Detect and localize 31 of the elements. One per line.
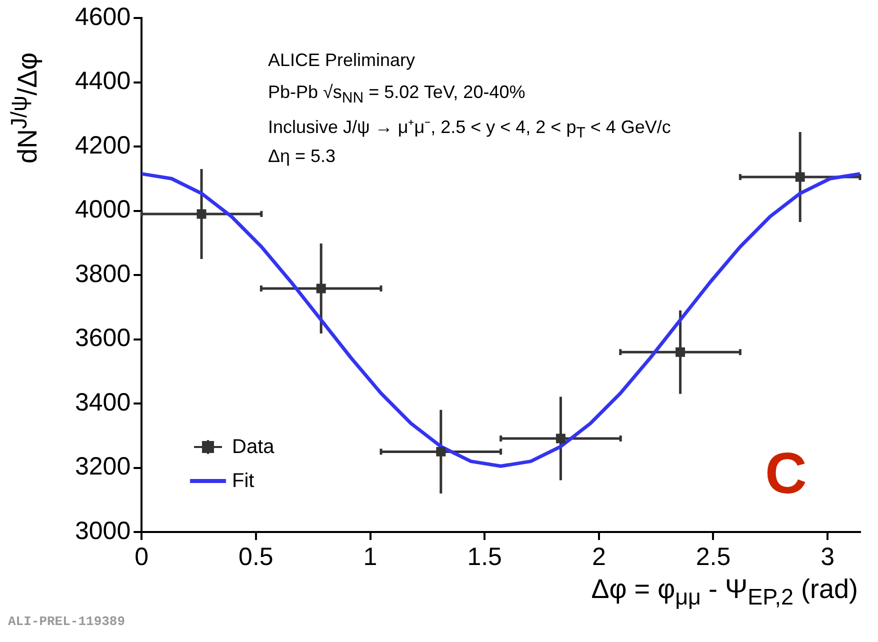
annotation: Inclusive J/ψ → μ⁺μ⁻, 2.5 < y < 4, 2 < p$_{T}$ < 4 GeV/c bbox=[268, 116, 671, 142]
x-tick-label: 0.5 bbox=[238, 542, 274, 571]
x-tick-label: 1.5 bbox=[467, 542, 502, 571]
point bbox=[556, 434, 566, 444]
x-axis-title: Δφ = φ$_{μμ}$ - Ψ$_{EP,2}$ (rad) bbox=[591, 574, 858, 610]
annotation: Δη = 5.3 bbox=[268, 146, 336, 167]
point bbox=[196, 209, 206, 219]
x-tick-label: 3 bbox=[820, 542, 834, 571]
y-tick-label: 3200 bbox=[74, 452, 131, 481]
legend-label: Fit bbox=[232, 469, 254, 494]
annotation: Pb-Pb √s$_{NN}$ = 5.02 TeV, 20-40% bbox=[268, 82, 526, 107]
y-tick-label: 4400 bbox=[74, 67, 131, 96]
y-tick-label: 4600 bbox=[74, 2, 131, 31]
point bbox=[436, 446, 446, 456]
x-tick-label: 2 bbox=[592, 542, 606, 571]
x-tick-label: 0 bbox=[134, 542, 149, 571]
text: ALI-PREL-119389 bbox=[8, 614, 126, 629]
y-tick-label: 4200 bbox=[74, 131, 131, 160]
y-tick-label: 4000 bbox=[74, 196, 131, 224]
point bbox=[316, 284, 326, 294]
y-tick-label: 3000 bbox=[74, 516, 131, 545]
annotation: ALICE Preliminary bbox=[268, 50, 416, 71]
y-tick-label: 3600 bbox=[74, 324, 131, 352]
point bbox=[795, 172, 805, 182]
x-tick-label: 1 bbox=[363, 542, 378, 571]
legend-label: Data bbox=[232, 435, 274, 460]
x-tick-label: 2.5 bbox=[696, 542, 731, 571]
point bbox=[676, 347, 686, 357]
annotation: C bbox=[765, 440, 807, 507]
y-tick-label: 3400 bbox=[74, 388, 131, 416]
y-tick-label: 3800 bbox=[74, 260, 131, 288]
